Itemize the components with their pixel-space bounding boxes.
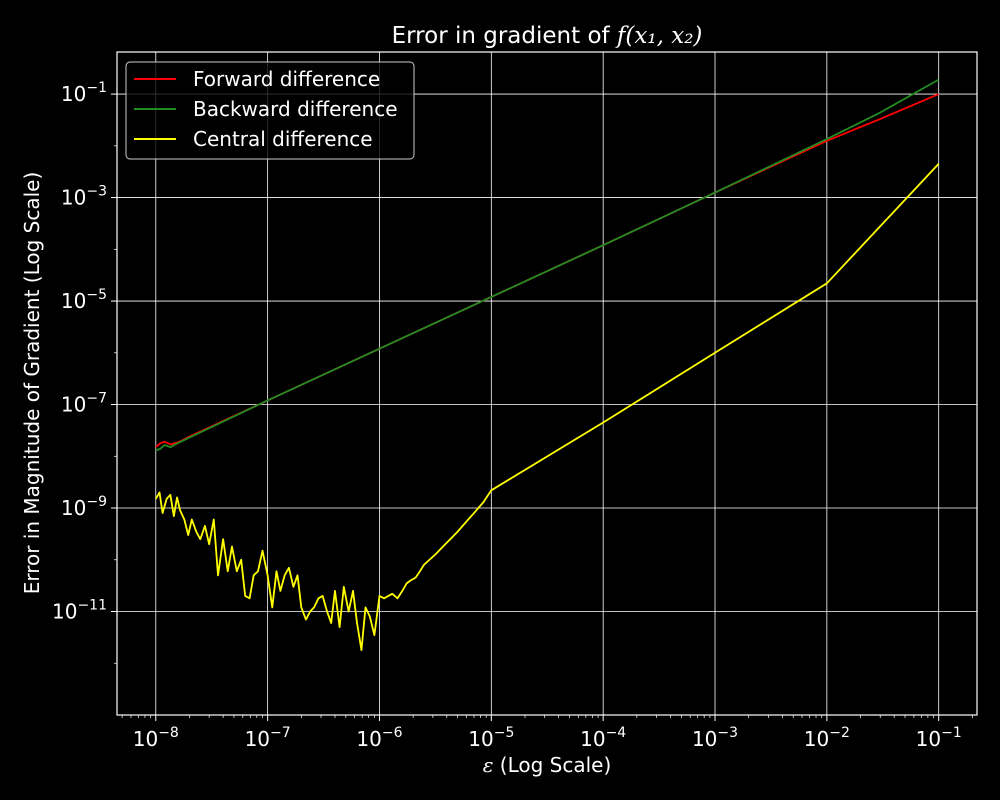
x-tick-exponent: −8 [158, 725, 179, 741]
y-tick-base: 10 [61, 496, 86, 520]
legend-label: Forward difference [193, 67, 380, 91]
x-tick-exponent: −7 [270, 725, 291, 741]
x-tick-label: 10−2 [804, 725, 850, 751]
x-tick-base: 10 [804, 727, 829, 751]
x-tick-base: 10 [692, 727, 717, 751]
x-tick-label: 10−8 [133, 725, 179, 751]
series-line-2 [155, 78, 940, 452]
y-tick-base: 10 [52, 600, 77, 624]
x-tick-base: 10 [916, 727, 941, 751]
y-tick-exponent: −9 [86, 494, 107, 510]
x-tick-base: 10 [133, 727, 158, 751]
y-tick-base: 10 [61, 289, 86, 313]
series-line-3 [155, 163, 940, 651]
y-tick-exponent: −1 [86, 80, 107, 96]
legend: Forward difference Backward difference Cen… [125, 61, 415, 160]
y-tick-label: 10−11 [52, 598, 107, 624]
legend-box [125, 61, 415, 160]
y-tick-base: 10 [61, 393, 86, 417]
x-tick-exponent: −4 [606, 725, 627, 741]
x-tick-base: 10 [468, 727, 493, 751]
x-tick-label: 10−1 [916, 725, 962, 751]
y-tick-label: 10−9 [61, 494, 107, 520]
grid [117, 52, 977, 715]
y-tick-label: 10−3 [61, 184, 107, 210]
x-tick-base: 10 [245, 727, 270, 751]
x-tick-exponent: −6 [382, 725, 403, 741]
plot-frame [116, 51, 978, 716]
x-tick-exponent: −3 [717, 725, 738, 741]
x-tick-base: 10 [580, 727, 605, 751]
y-tick-label: 10−5 [61, 287, 107, 313]
y-tick-label: 10−7 [61, 391, 107, 417]
x-tick-label: 10−6 [356, 725, 402, 751]
chart-title: Error in gradient of f(x₁, x₂) [392, 23, 703, 49]
x-tick-exponent: −5 [494, 725, 515, 741]
legend-label: Central difference [193, 127, 373, 151]
x-axis-label: ε (Log Scale) [483, 753, 612, 777]
x-tick-exponent: −1 [941, 725, 962, 741]
y-tick-exponent: −5 [86, 287, 107, 303]
y-axis-label: Error in Magnitude of Gradient (Log Scal… [20, 172, 44, 595]
x-tick-label: 10−7 [245, 725, 291, 751]
x-tick-label: 10−3 [692, 725, 738, 751]
axis-ticks: 10−8 10−7 10−6 10−5 10−4 10−3 10−2 10−110−1110−… [52, 80, 973, 751]
x-tick-exponent: −2 [829, 725, 850, 741]
x-tick-label: 10−5 [468, 725, 514, 751]
y-tick-exponent: −3 [86, 184, 107, 200]
x-tick-label: 10−4 [580, 725, 626, 751]
y-tick-exponent: −7 [86, 391, 107, 407]
plot-lines [155, 78, 940, 651]
x-tick-base: 10 [356, 727, 381, 751]
legend-label: Backward difference [193, 97, 398, 121]
y-tick-exponent: −11 [77, 598, 107, 614]
y-tick-base: 10 [61, 82, 86, 106]
y-tick-base: 10 [61, 186, 86, 210]
y-tick-label: 10−1 [61, 80, 107, 106]
